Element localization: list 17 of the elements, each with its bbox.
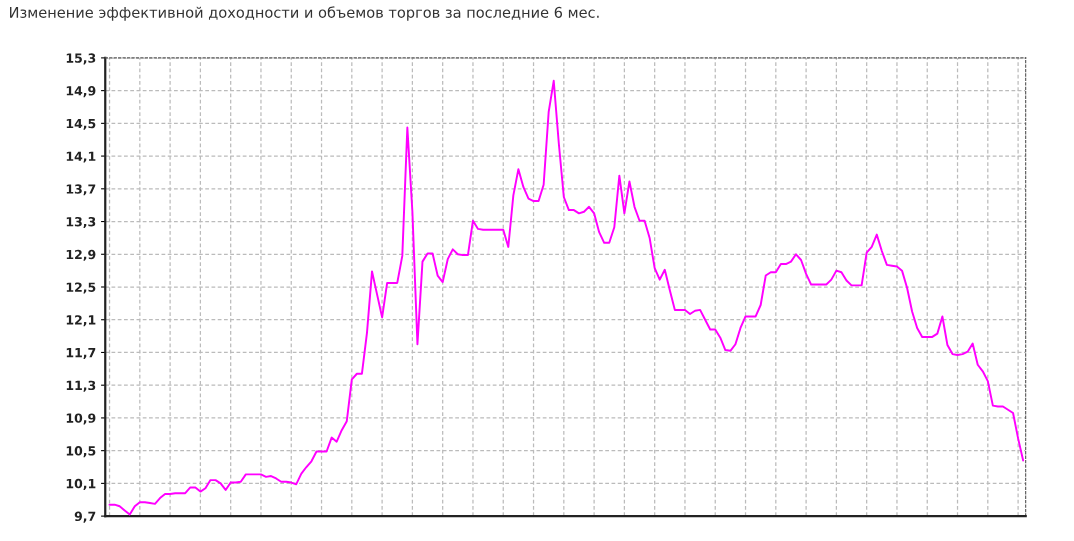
y-tick-label: 13,3 bbox=[66, 217, 96, 229]
y-tick-label: 11,7 bbox=[66, 348, 96, 359]
y-tick-label: 10,9 bbox=[66, 413, 96, 425]
y-tick-label: 12,5 bbox=[66, 282, 96, 294]
y-tick-label: 15,3 bbox=[66, 53, 96, 65]
y-tick-label: 14,5 bbox=[66, 118, 96, 130]
y-tick-label: 11,3 bbox=[66, 380, 96, 392]
y-tick-label: 14,9 bbox=[66, 86, 96, 98]
line-series bbox=[108, 79, 1025, 516]
y-tick-label: 14,1 bbox=[66, 151, 96, 163]
y-tick-label: 13,7 bbox=[66, 184, 96, 196]
y-tick-label: 12,1 bbox=[66, 315, 96, 327]
chart-title: Изменение эффективной доходности и объемов торгов за последние 6 мес. bbox=[10, 6, 599, 21]
y-tick-label: 12,9 bbox=[66, 249, 96, 261]
y-tick-label: 9,7 bbox=[74, 511, 96, 523]
y-tick-label: 10,5 bbox=[66, 446, 96, 458]
y-tick-label: 10,1 bbox=[66, 478, 96, 490]
